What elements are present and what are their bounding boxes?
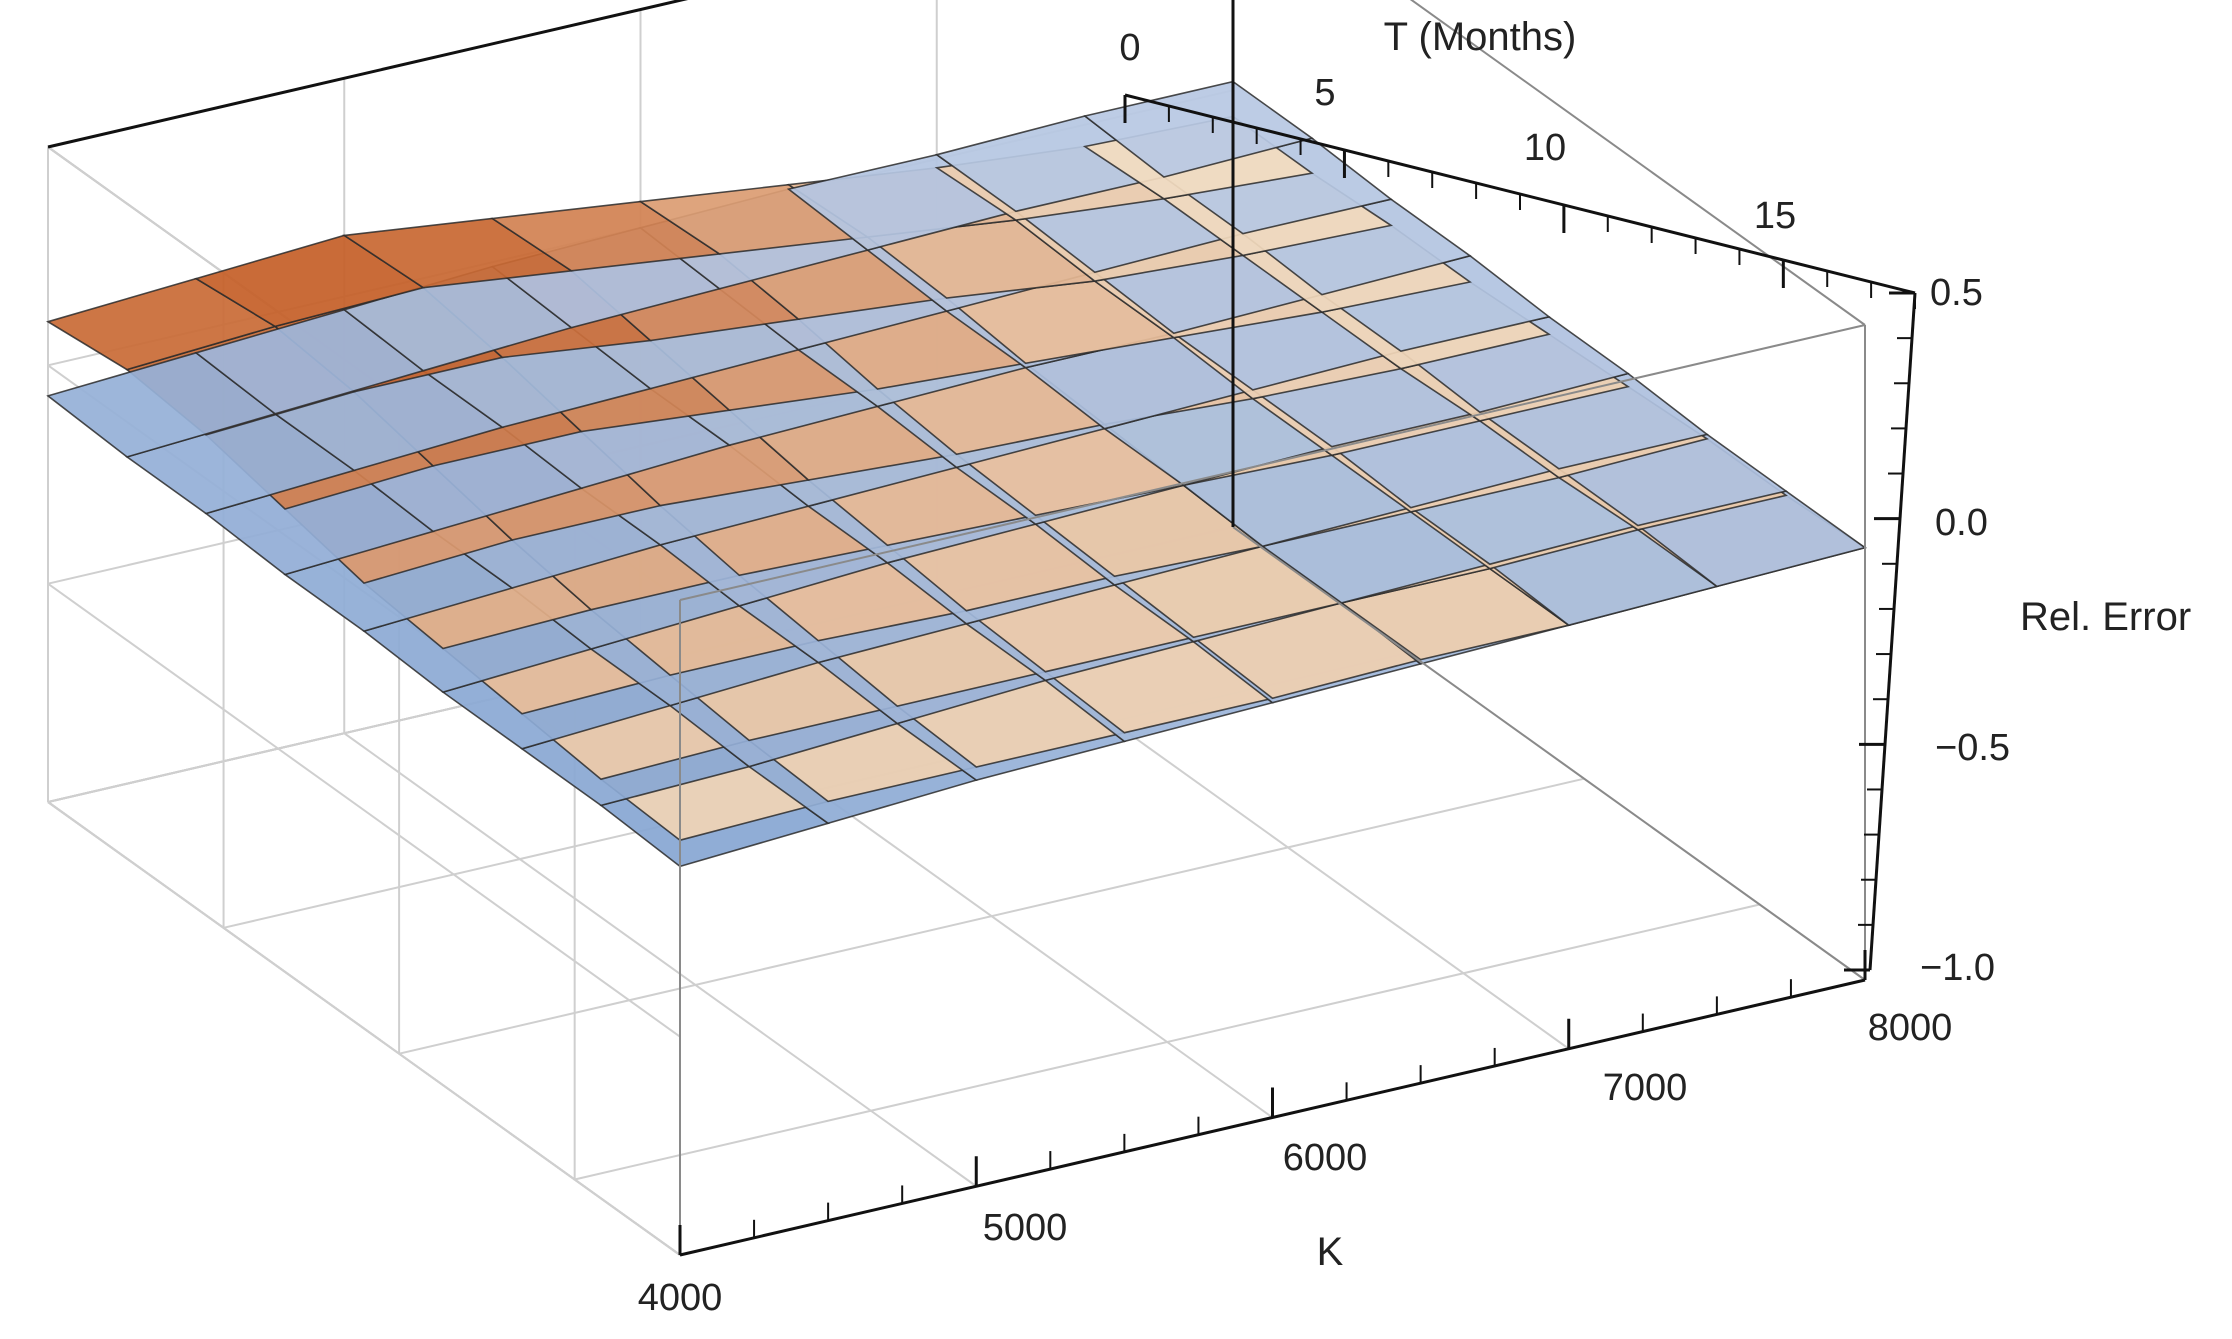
t-tick-label: 10 — [1524, 127, 1566, 169]
z-tick-label: 0.5 — [1930, 272, 1983, 314]
box-edge — [1409, 0, 1866, 326]
t-axis-line — [47, 0, 689, 149]
k-axis-label: K — [1317, 1230, 1344, 1274]
grid-line — [47, 582, 681, 1038]
z-tick-label: −0.5 — [1935, 727, 2010, 769]
k-tick-label: 4000 — [638, 1277, 723, 1319]
t-tick-label: 0 — [1119, 27, 1140, 69]
grid-line — [574, 903, 1760, 1181]
t-tick-label: 15 — [1754, 195, 1796, 237]
surfaces — [46, 80, 1867, 868]
surface-quad — [1083, 80, 1314, 178]
t-axis-label: T (Months) — [1384, 15, 1577, 59]
k-tick-label: 7000 — [1603, 1067, 1688, 1109]
k-tick-label: 5000 — [983, 1207, 1068, 1249]
grid-line — [398, 777, 1585, 1055]
box-edge — [1232, 526, 1866, 981]
z-tick-label: −1.0 — [1920, 947, 1995, 989]
t-tick-label: 5 — [1314, 72, 1335, 114]
tick-marks — [47, 0, 1917, 1257]
box-edge — [679, 324, 1866, 601]
k-tick-label: 8000 — [1868, 1007, 1953, 1049]
z-axis-label: Rel. Error — [2020, 595, 2191, 639]
z-axis-line-right — [1868, 292, 1917, 971]
z-tick-label: 0.0 — [1935, 502, 1988, 544]
k-tick-label: 6000 — [1283, 1137, 1368, 1179]
axis-labels: 4000 5000 6000 7000 8000 0 5 10 15 0.5 0.0 −0.5 −1.0… — [638, 15, 2191, 1319]
grid-line — [47, 801, 681, 1256]
